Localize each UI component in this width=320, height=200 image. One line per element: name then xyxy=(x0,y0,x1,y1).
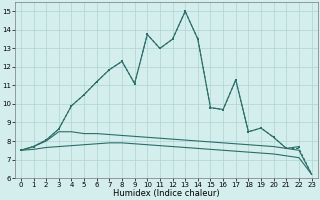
X-axis label: Humidex (Indice chaleur): Humidex (Indice chaleur) xyxy=(113,189,220,198)
